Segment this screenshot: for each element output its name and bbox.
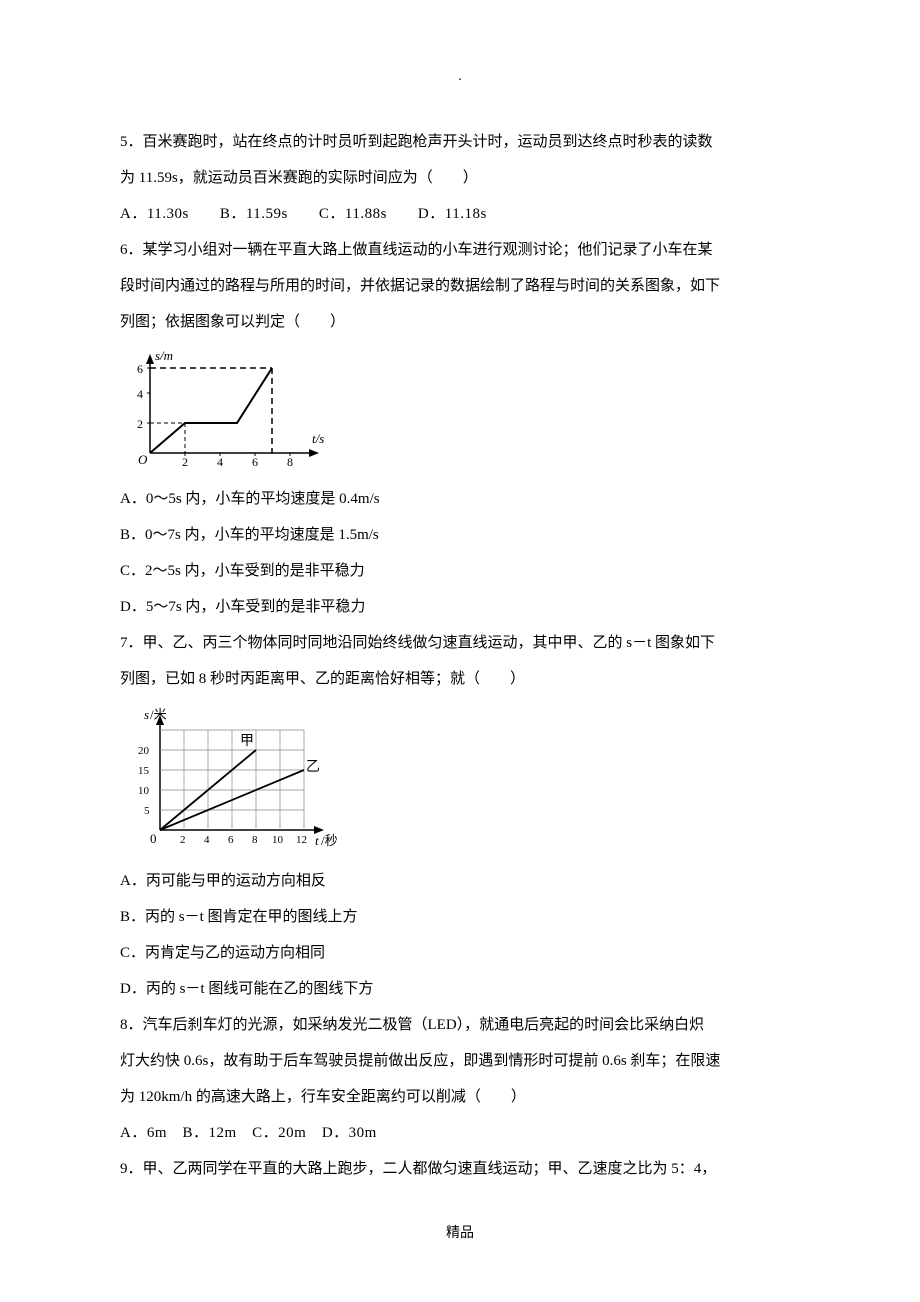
- q6-optA: A．0～5s 内，小车的平均速度是 0.4m/s: [120, 481, 800, 517]
- svg-text:8: 8: [252, 834, 258, 846]
- q7-line2: 列图，已如 8 秒时丙距离甲、乙的距离恰好相等；就（ ）: [120, 661, 800, 697]
- svg-text:乙: 乙: [306, 759, 320, 775]
- svg-text:5: 5: [144, 805, 150, 817]
- svg-text:4: 4: [204, 834, 210, 846]
- svg-text:0: 0: [150, 831, 157, 846]
- q8-options: A．6m B．12m C．20m D．30m: [120, 1115, 800, 1151]
- svg-text:4: 4: [137, 387, 143, 401]
- svg-text:t: t: [315, 833, 319, 848]
- q6-line3: 列图；依据图象可以判定（ ）: [120, 304, 800, 340]
- svg-text:15: 15: [138, 765, 150, 777]
- svg-text:s: s: [144, 707, 149, 722]
- q6-optD: D．5～7s 内，小车受到的是非平稳力: [120, 589, 800, 625]
- q7-optB: B．丙的 s－t 图肯定在甲的图线上方: [120, 899, 800, 935]
- q6-optB: B．0～7s 内，小车的平均速度是 1.5m/s: [120, 517, 800, 553]
- svg-text:6: 6: [252, 455, 258, 469]
- q7-chart: s /米 t /秒 0 5 10 15 20: [120, 705, 800, 855]
- q5-line1: 5．百米赛跑时，站在终点的计时员听到起跑枪声开头计时，运动员到达终点时秒表的读数: [120, 124, 800, 160]
- q6-optC: C．2～5s 内，小车受到的是非平稳力: [120, 553, 800, 589]
- svg-text:10: 10: [272, 834, 284, 846]
- svg-text:/秒: /秒: [321, 833, 338, 848]
- svg-text:2: 2: [137, 417, 143, 431]
- svg-text:10: 10: [138, 785, 150, 797]
- svg-text:2: 2: [182, 455, 188, 469]
- q9-line1: 9．甲、乙两同学在平直的大路上跑步，二人都做匀速直线运动；甲、乙速度之比为 5：…: [120, 1151, 800, 1187]
- q7-line1: 7．甲、乙、丙三个物体同时同地沿同始终线做匀速直线运动，其中甲、乙的 s－t 图…: [120, 625, 800, 661]
- svg-text:甲: 甲: [240, 734, 254, 749]
- top-marker: .: [120, 70, 800, 84]
- q5-options: A．11.30s B．11.59s C．11.88s D．11.18s: [120, 196, 800, 232]
- svg-text:12: 12: [296, 834, 307, 846]
- svg-text:t/s: t/s: [312, 431, 324, 446]
- footer-text: 精品: [120, 1217, 800, 1251]
- q7-optA: A．丙可能与甲的运动方向相反: [120, 863, 800, 899]
- q7-optD: D．丙的 s－t 图线可能在乙的图线下方: [120, 971, 800, 1007]
- svg-text:8: 8: [287, 455, 293, 469]
- svg-text:6: 6: [137, 362, 143, 376]
- q6-line1: 6．某学习小组对一辆在平直大路上做直线运动的小车进行观测讨论；他们记录了小车在某: [120, 232, 800, 268]
- svg-text:20: 20: [138, 745, 150, 757]
- q6-line2: 段时间内通过的路程与所用的时间，并依据记录的数据绘制了路程与时间的关系图象，如下: [120, 268, 800, 304]
- svg-text:s/m: s/m: [155, 348, 173, 363]
- q5-line2: 为 11.59s，就运动员百米赛跑的实际时间应为（ ）: [120, 160, 800, 196]
- q6-chart: s/m t/s O 2 4 6 2 4 6 8: [120, 348, 800, 473]
- q8-line1: 8．汽车后刹车灯的光源，如采纳发光二极管（LED），就通电后亮起的时间会比采纳白…: [120, 1007, 800, 1043]
- q7-optC: C．丙肯定与乙的运动方向相同: [120, 935, 800, 971]
- svg-text:2: 2: [180, 834, 186, 846]
- svg-text:6: 6: [228, 834, 234, 846]
- svg-text:4: 4: [217, 455, 223, 469]
- q8-line3: 为 120km/h 的高速大路上，行车安全距离约可以削减（ ）: [120, 1079, 800, 1115]
- svg-text:O: O: [138, 452, 148, 467]
- q8-line2: 灯大约快 0.6s，故有助于后车驾驶员提前做出反应，即遇到情形时可提前 0.6s…: [120, 1043, 800, 1079]
